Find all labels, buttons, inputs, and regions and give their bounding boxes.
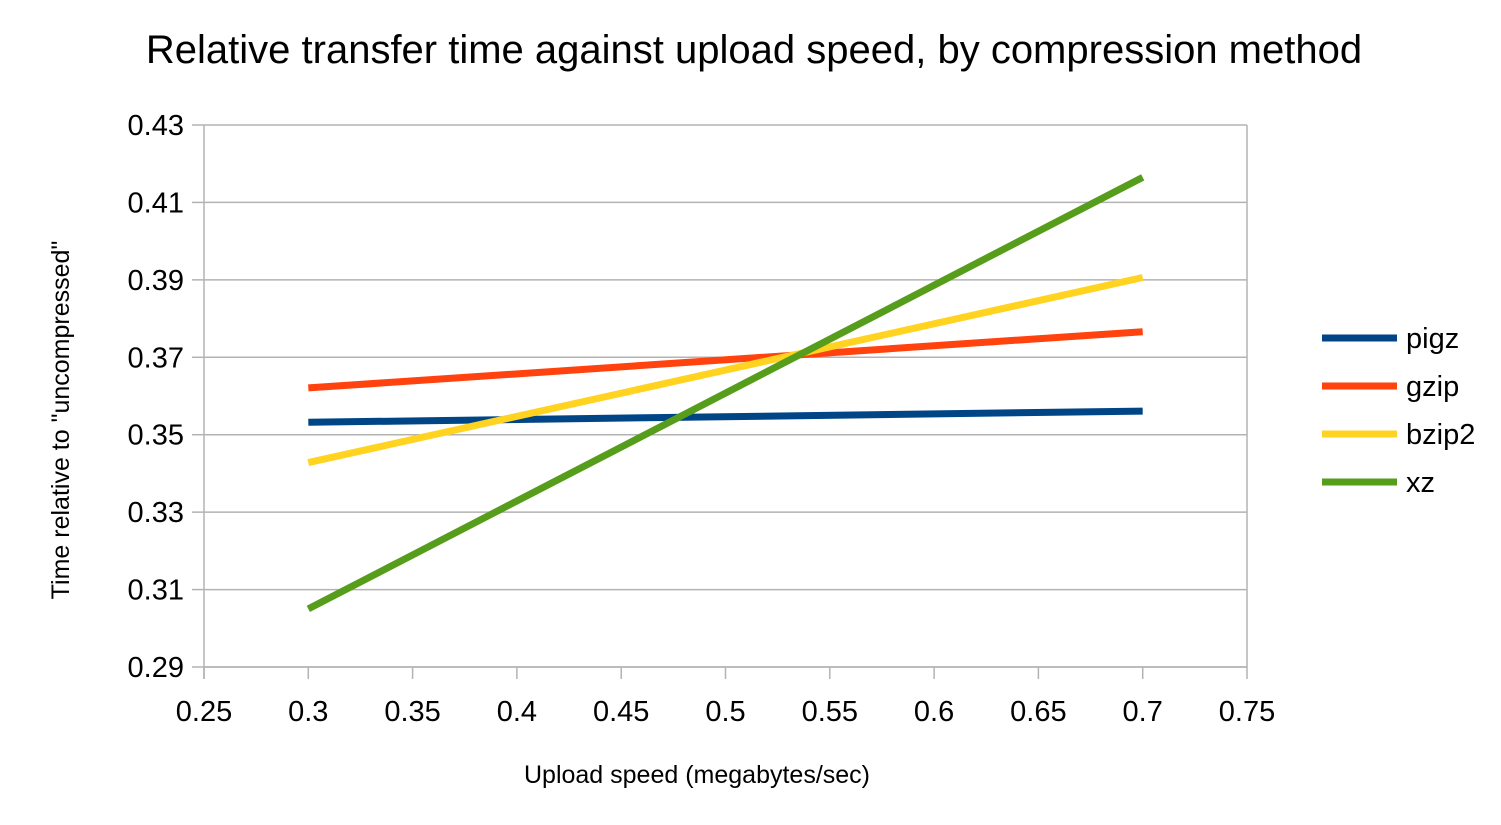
x-tick-label: 0.6 (914, 696, 954, 728)
x-tick-label: 0.7 (1123, 696, 1163, 728)
x-tick-label: 0.5 (705, 696, 745, 728)
x-tick-label: 0.3 (288, 696, 328, 728)
x-tick-label: 0.25 (176, 696, 232, 728)
chart-title: Relative transfer time against upload sp… (146, 28, 1362, 72)
y-tick-label: 0.37 (128, 342, 184, 374)
series-line-xz (306, 174, 1145, 613)
y-tick-labels: 0.29 0.31 0.33 0.35 0.37 0.39 0.41 0.43 (128, 110, 184, 684)
x-tick-label: 0.75 (1219, 696, 1275, 728)
legend: pigz gzip bzip2 xz (1322, 323, 1475, 499)
y-tick-label: 0.43 (128, 110, 184, 142)
x-axis-title: Upload speed (megabytes/sec) (524, 761, 870, 789)
axes (192, 124, 1248, 679)
x-tick-label: 0.65 (1010, 696, 1066, 728)
y-tick-label: 0.35 (128, 420, 184, 452)
series-line-bzip2 (307, 274, 1144, 467)
x-tick-labels: 0.25 0.3 0.35 0.4 0.45 0.5 0.55 0.6 0.65 0.7 0.75 (176, 696, 1275, 728)
series-line-pigz (308, 407, 1143, 426)
legend-label-xz: xz (1406, 467, 1435, 499)
x-tick-label: 0.4 (497, 696, 537, 728)
y-tick-label: 0.31 (128, 575, 184, 607)
y-tick-label: 0.39 (128, 265, 184, 297)
y-tick-label: 0.33 (128, 497, 184, 529)
x-tick-label: 0.55 (802, 696, 858, 728)
series-line-gzip (308, 328, 1143, 392)
series-lines (306, 174, 1145, 613)
legend-label-pigz: pigz (1406, 323, 1459, 355)
y-axis-title: Time relative to "uncompressed" (47, 241, 75, 600)
x-tick-label: 0.45 (593, 696, 649, 728)
y-tick-label: 0.29 (128, 652, 184, 684)
legend-label-bzip2: bzip2 (1406, 419, 1475, 451)
legend-label-gzip: gzip (1406, 371, 1459, 403)
y-tick-label: 0.41 (128, 187, 184, 219)
x-tick-label: 0.35 (384, 696, 440, 728)
